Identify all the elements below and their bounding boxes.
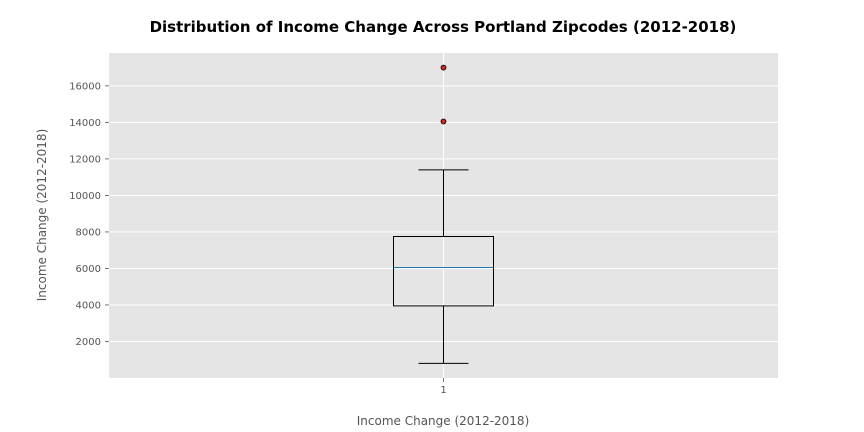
- box-group: [393, 64, 494, 364]
- outlier-point: [440, 64, 447, 71]
- y-tick-label: 10000: [69, 191, 101, 202]
- y-tick-label: 4000: [76, 300, 101, 311]
- y-tick-label: 14000: [69, 118, 101, 129]
- y-tick-label: 6000: [76, 264, 101, 275]
- y-tick-label: 8000: [76, 227, 101, 238]
- outlier-point: [440, 118, 447, 125]
- y-tick-label: 2000: [76, 337, 101, 348]
- x-axis-label: Income Change (2012-2018): [357, 414, 530, 428]
- boxes: [393, 64, 494, 364]
- gridlines: [109, 53, 778, 378]
- y-axis-label: Income Change (2012-2018): [35, 129, 49, 302]
- y-tick-label: 12000: [69, 154, 101, 165]
- y-tick-label: 16000: [69, 81, 101, 92]
- chart-title: Distribution of Income Change Across Por…: [150, 18, 737, 36]
- axis-ticks: 2000 4000 6000 8000 10000 12000 14000 16000 1: [69, 81, 447, 396]
- x-tick-label: 1: [440, 385, 446, 396]
- iqr-box: [393, 235, 494, 307]
